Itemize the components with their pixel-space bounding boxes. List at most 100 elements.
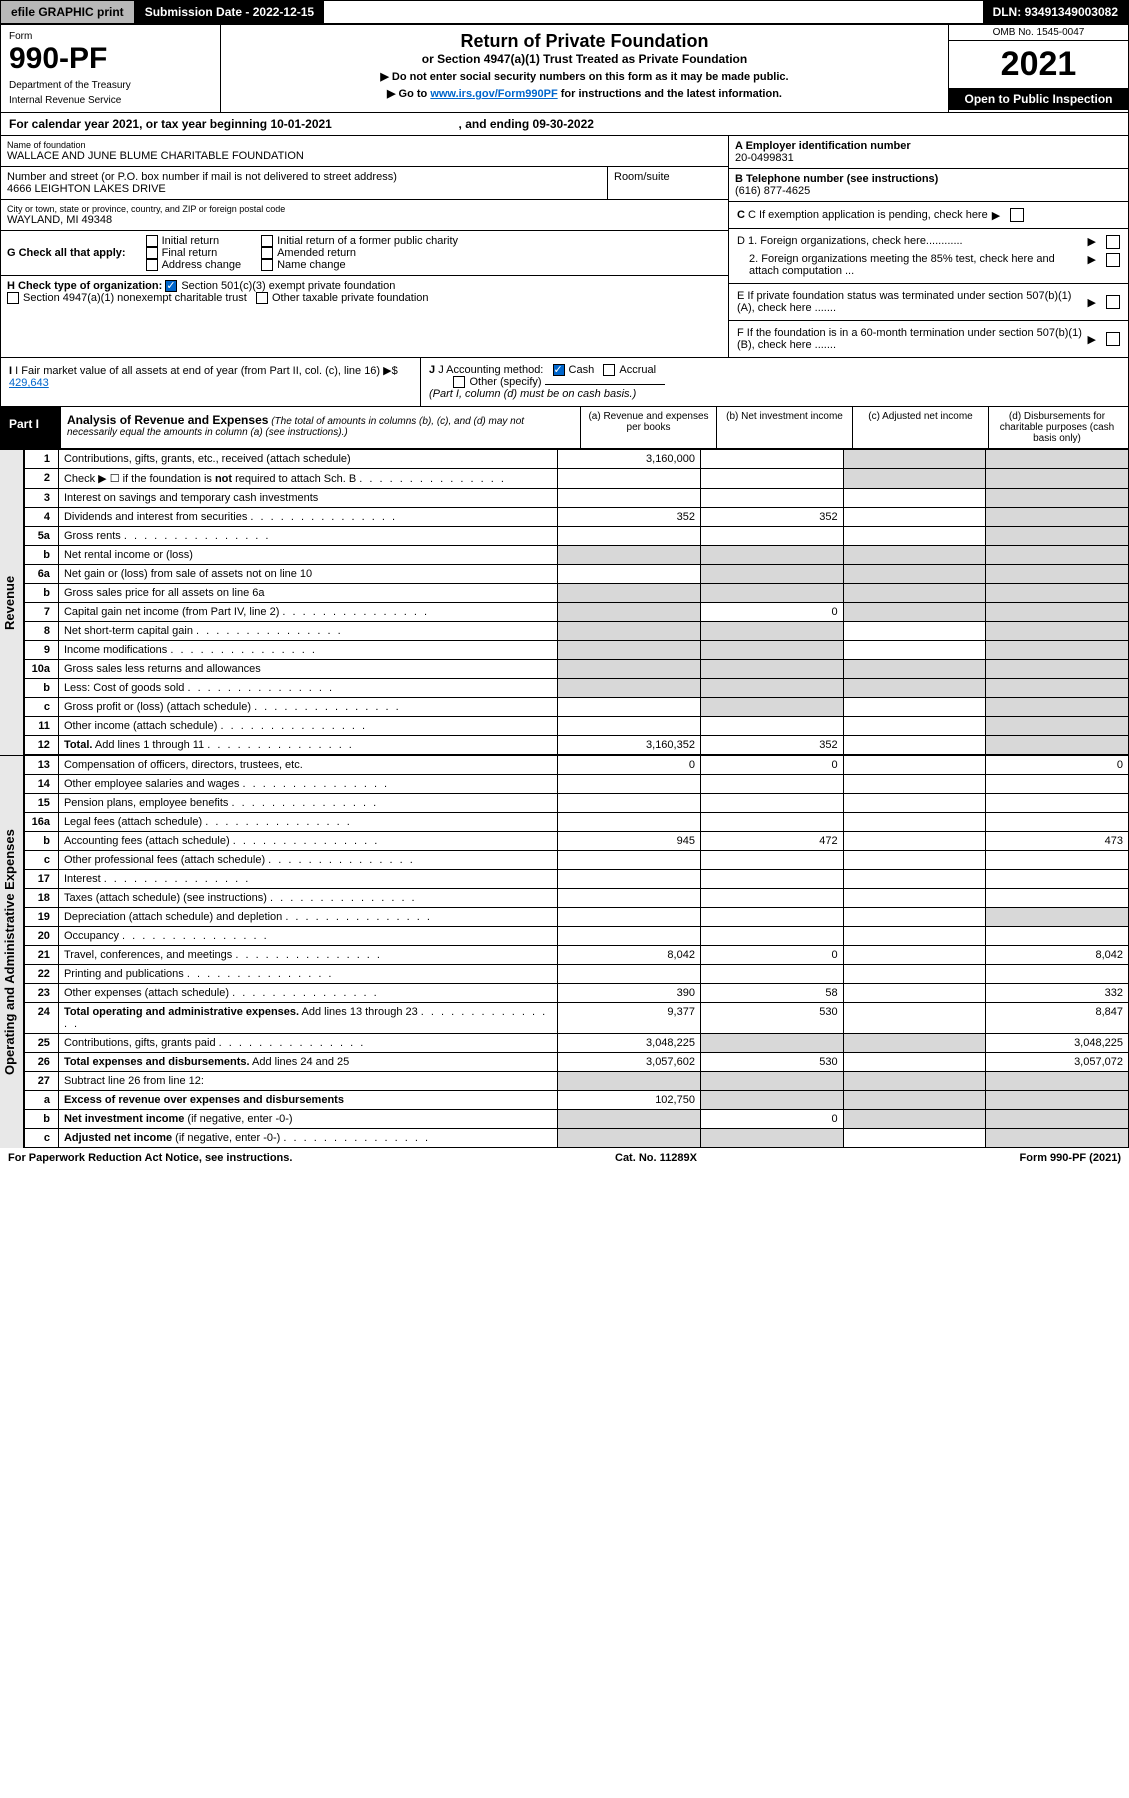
c-checkbox[interactable] <box>1010 208 1024 222</box>
form-header: Form 990-PF Department of the Treasury I… <box>0 24 1129 113</box>
table-row: 5aGross rents <box>25 527 1129 546</box>
efile-print-button[interactable]: efile GRAPHIC print <box>1 1 135 23</box>
table-row: bAccounting fees (attach schedule) 94547… <box>25 832 1129 851</box>
table-row: 9Income modifications <box>25 641 1129 660</box>
d2-label: 2. Foreign organizations meeting the 85%… <box>737 253 1084 277</box>
table-row: aExcess of revenue over expenses and dis… <box>25 1091 1129 1110</box>
city-label: City or town, state or province, country… <box>7 204 722 214</box>
dln-label: DLN: 93491349003082 <box>983 1 1128 23</box>
table-row: 14Other employee salaries and wages <box>25 775 1129 794</box>
form-word: Form <box>9 31 212 42</box>
table-row: 10aGross sales less returns and allowanc… <box>25 660 1129 679</box>
table-row: 22Printing and publications <box>25 965 1129 984</box>
table-row: cGross profit or (loss) (attach schedule… <box>25 698 1129 717</box>
col-d-header: (d) Disbursements for charitable purpose… <box>989 407 1125 448</box>
table-row: 1Contributions, gifts, grants, etc., rec… <box>25 450 1129 469</box>
foundation-name: WALLACE AND JUNE BLUME CHARITABLE FOUNDA… <box>7 150 722 162</box>
table-row: 27Subtract line 26 from line 12: <box>25 1072 1129 1091</box>
part1-header: Part I Analysis of Revenue and Expenses … <box>0 407 1129 449</box>
4947a1-checkbox[interactable] <box>7 292 19 304</box>
table-row: 25Contributions, gifts, grants paid 3,04… <box>25 1034 1129 1053</box>
revenue-section-label: Revenue <box>0 449 24 755</box>
table-row: 3Interest on savings and temporary cash … <box>25 489 1129 508</box>
table-row: 24Total operating and administrative exp… <box>25 1003 1129 1034</box>
goto-link-line: ▶ Go to www.irs.gov/Form990PF for instru… <box>227 87 942 100</box>
e-checkbox[interactable] <box>1106 295 1120 309</box>
address-label: Number and street (or P.O. box number if… <box>7 171 601 183</box>
table-row: 7Capital gain net income (from Part IV, … <box>25 603 1129 622</box>
table-row: 15Pension plans, employee benefits <box>25 794 1129 813</box>
cat-number: Cat. No. 11289X <box>615 1152 697 1164</box>
cash-checkbox[interactable] <box>553 364 565 376</box>
amended-return-checkbox[interactable] <box>261 247 273 259</box>
col-c-header: (c) Adjusted net income <box>853 407 989 448</box>
table-row: 16aLegal fees (attach schedule) <box>25 813 1129 832</box>
final-return-checkbox[interactable] <box>146 247 158 259</box>
name-change-checkbox[interactable] <box>261 259 273 271</box>
c-exemption-label: C C If exemption application is pending,… <box>737 209 988 221</box>
irs-label: Internal Revenue Service <box>9 95 212 106</box>
table-row: cAdjusted net income (if negative, enter… <box>25 1129 1129 1148</box>
initial-return-checkbox[interactable] <box>146 235 158 247</box>
other-taxable-checkbox[interactable] <box>256 292 268 304</box>
foundation-name-label: Name of foundation <box>7 140 722 150</box>
ssn-warning: ▶ Do not enter social security numbers o… <box>227 70 942 83</box>
form-subtitle: or Section 4947(a)(1) Trust Treated as P… <box>227 52 942 66</box>
form-number: 990-PF <box>9 42 212 76</box>
calendar-year-row: For calendar year 2021, or tax year begi… <box>0 113 1129 136</box>
g-label: G Check all that apply: <box>7 247 126 259</box>
ein-value: 20-0499831 <box>735 152 1122 164</box>
d2-checkbox[interactable] <box>1106 253 1120 267</box>
irs-link[interactable]: www.irs.gov/Form990PF <box>430 88 557 100</box>
col-b-header: (b) Net investment income <box>717 407 853 448</box>
table-row: 13Compensation of officers, directors, t… <box>25 756 1129 775</box>
j-note: (Part I, column (d) must be on cash basi… <box>429 388 636 400</box>
tax-year: 2021 <box>949 41 1128 88</box>
address: 4666 LEIGHTON LAKES DRIVE <box>7 183 601 195</box>
table-row: 17Interest <box>25 870 1129 889</box>
table-row: 11Other income (attach schedule) <box>25 717 1129 736</box>
table-row: cOther professional fees (attach schedul… <box>25 851 1129 870</box>
fmv-link[interactable]: 429,643 <box>9 377 49 389</box>
table-row: 12Total. Add lines 1 through 11 3,160,35… <box>25 736 1129 755</box>
table-row: 21Travel, conferences, and meetings 8,04… <box>25 946 1129 965</box>
expenses-table: 13Compensation of officers, directors, t… <box>24 755 1129 1148</box>
f-checkbox[interactable] <box>1106 332 1120 346</box>
d1-checkbox[interactable] <box>1106 235 1120 249</box>
table-row: bNet rental income or (loss) <box>25 546 1129 565</box>
phone-value: (616) 877-4625 <box>735 185 1122 197</box>
part1-title: Analysis of Revenue and Expenses <box>67 413 268 427</box>
entity-info: Name of foundation WALLACE AND JUNE BLUM… <box>0 136 1129 358</box>
f-label: F If the foundation is in a 60-month ter… <box>737 327 1084 351</box>
phone-label: B Telephone number (see instructions) <box>735 173 1122 185</box>
top-toolbar: efile GRAPHIC print Submission Date - 20… <box>0 0 1129 24</box>
open-to-public: Open to Public Inspection <box>949 88 1128 110</box>
table-row: bNet investment income (if negative, ent… <box>25 1110 1129 1129</box>
room-suite-label: Room/suite <box>614 171 722 183</box>
other-method-checkbox[interactable] <box>453 376 465 388</box>
h-label: H Check type of organization: <box>7 280 162 292</box>
table-row: 18Taxes (attach schedule) (see instructi… <box>25 889 1129 908</box>
ij-row: I I Fair market value of all assets at e… <box>0 358 1129 407</box>
paperwork-notice: For Paperwork Reduction Act Notice, see … <box>8 1152 292 1164</box>
accrual-checkbox[interactable] <box>603 364 615 376</box>
city: WAYLAND, MI 49348 <box>7 214 722 226</box>
form-footer: Form 990-PF (2021) <box>1020 1152 1121 1164</box>
d1-label: D 1. Foreign organizations, check here..… <box>737 235 1084 249</box>
table-row: 4Dividends and interest from securities … <box>25 508 1129 527</box>
omb-number: OMB No. 1545-0047 <box>949 25 1128 41</box>
ein-label: A Employer identification number <box>735 140 1122 152</box>
table-row: bLess: Cost of goods sold <box>25 679 1129 698</box>
submission-date-label: Submission Date - 2022-12-15 <box>135 1 324 23</box>
form-title: Return of Private Foundation <box>227 31 942 52</box>
table-row: 20Occupancy <box>25 927 1129 946</box>
address-change-checkbox[interactable] <box>146 259 158 271</box>
col-a-header: (a) Revenue and expenses per books <box>581 407 717 448</box>
table-row: 19Depreciation (attach schedule) and dep… <box>25 908 1129 927</box>
501c3-checkbox[interactable] <box>165 280 177 292</box>
table-row: 8Net short-term capital gain <box>25 622 1129 641</box>
initial-former-checkbox[interactable] <box>261 235 273 247</box>
table-row: 6aNet gain or (loss) from sale of assets… <box>25 565 1129 584</box>
table-row: 2Check ▶ ☐ if the foundation is not requ… <box>25 469 1129 489</box>
part1-label: Part I <box>1 407 61 448</box>
